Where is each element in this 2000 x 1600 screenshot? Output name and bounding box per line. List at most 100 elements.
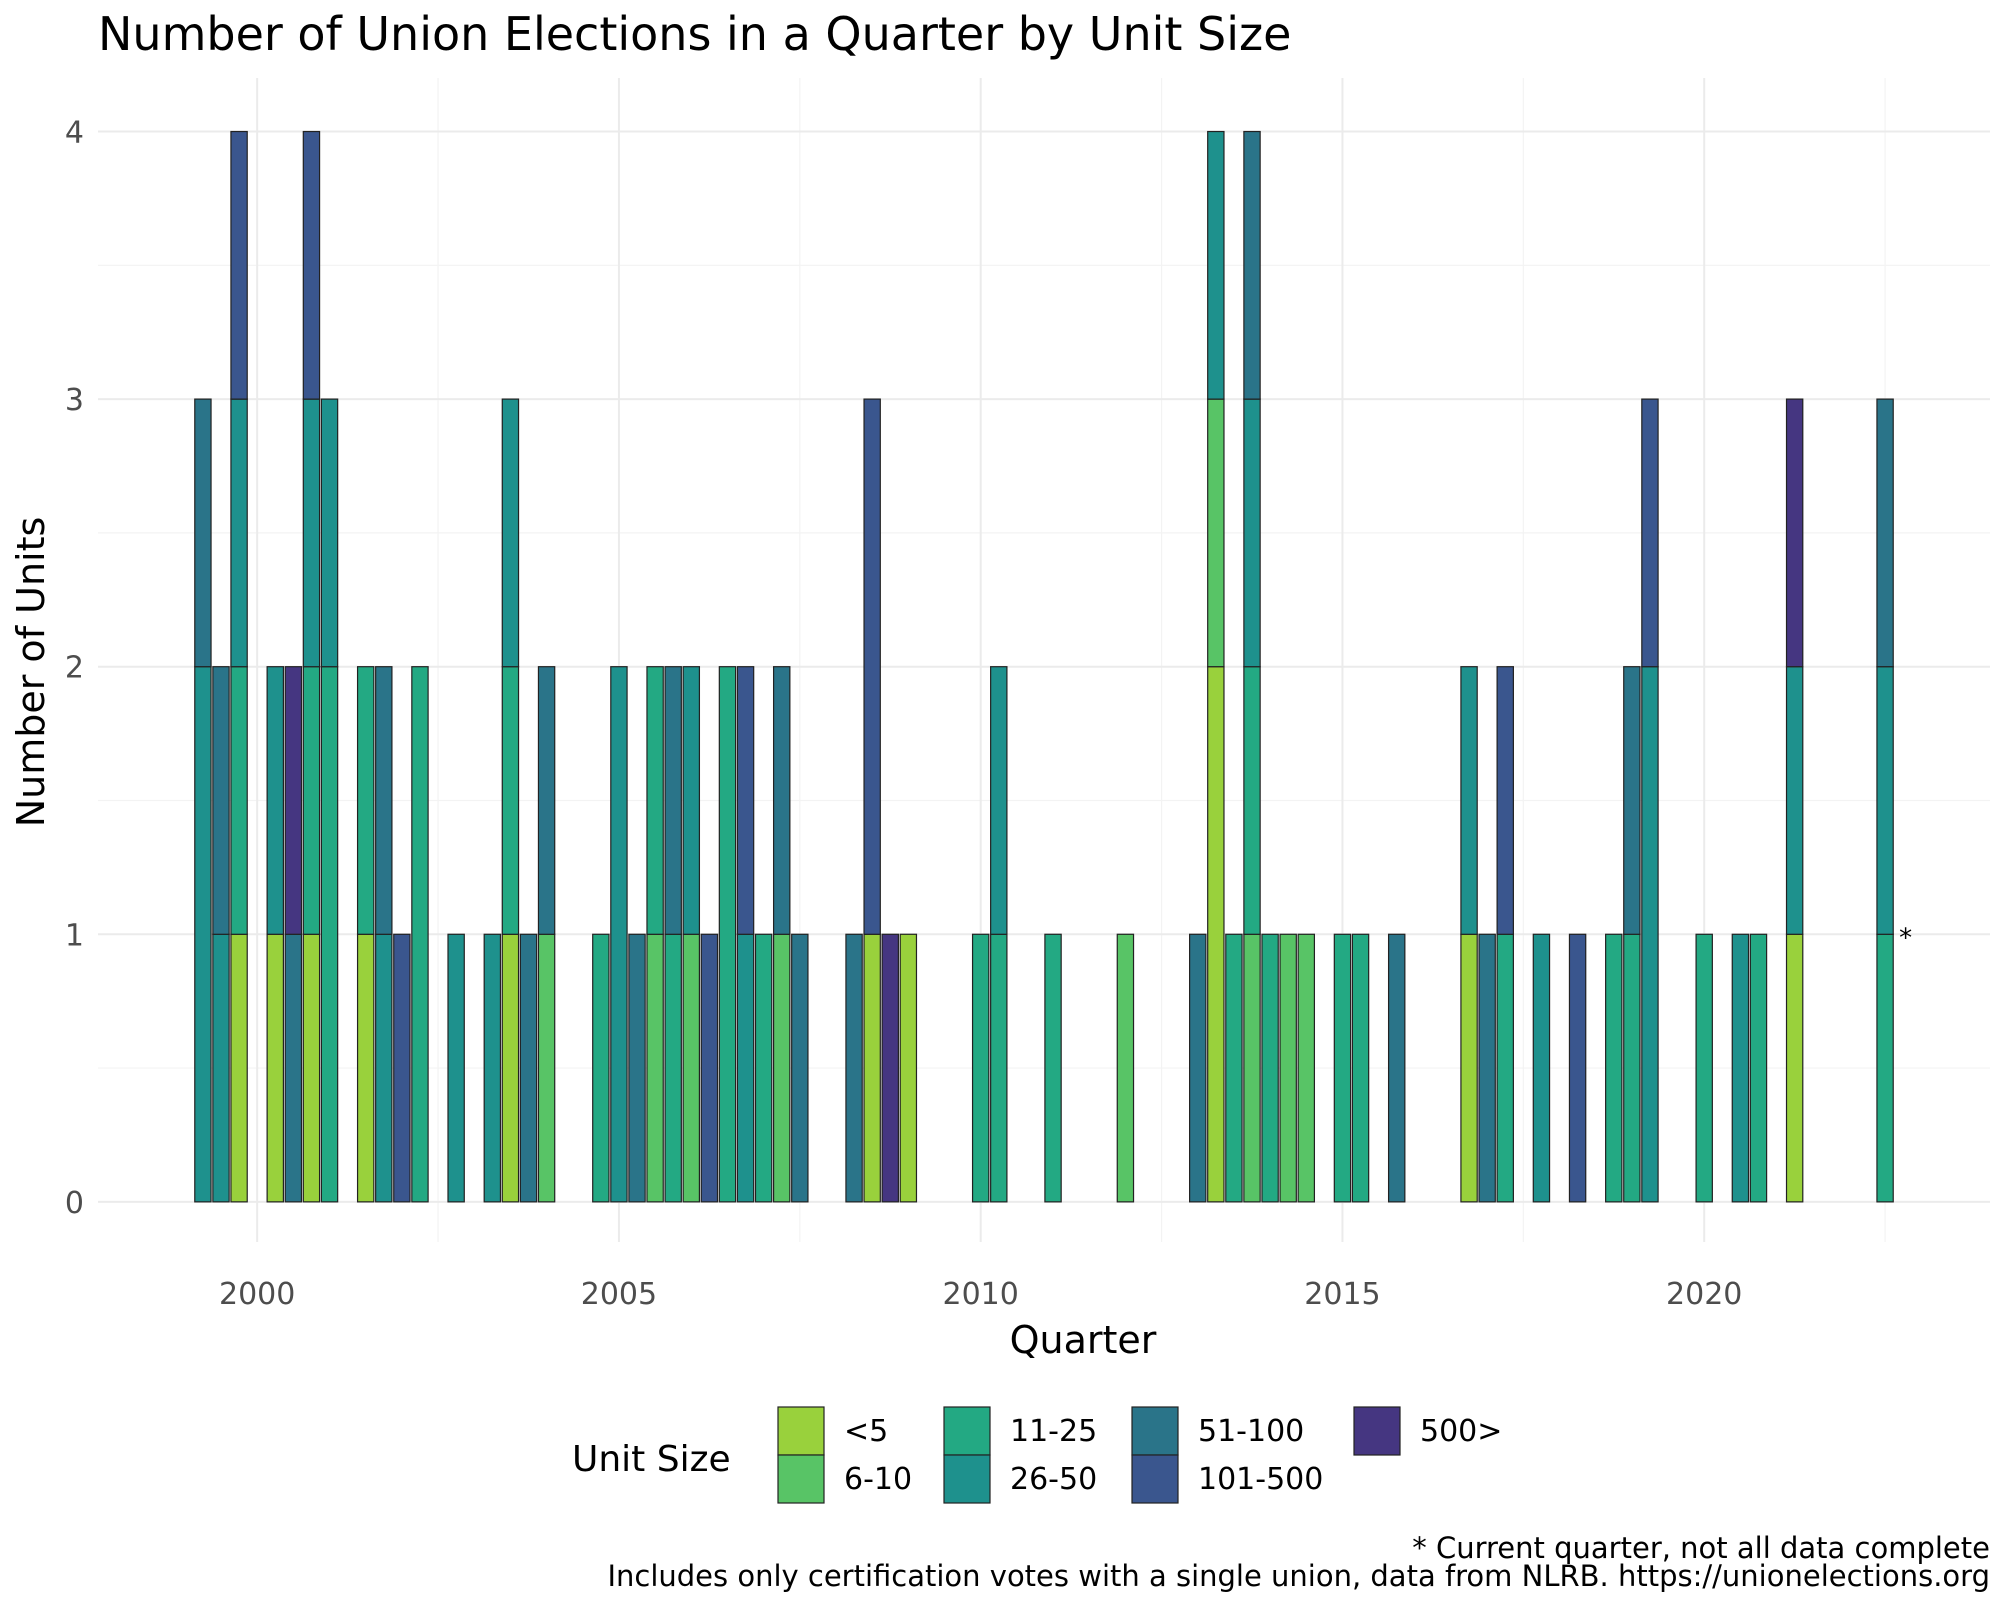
bar-segment-26-50	[375, 933, 393, 1203]
bar-segment-11-25	[1351, 933, 1370, 1203]
bar-stack	[194, 398, 212, 1203]
bar-segment-11-25	[718, 666, 737, 1203]
bar-stack	[1478, 933, 1496, 1203]
bar-segment-26-50	[610, 666, 628, 1203]
y-axis-title: Number of Units	[9, 517, 53, 828]
legend-keys: <5 6-10 11-25 26-50 51-100 101-500 500>	[777, 1406, 1502, 1504]
bar-stack	[375, 666, 393, 1203]
bar-segment-11-25	[990, 933, 1008, 1203]
y-axis-ticks: 0 1 2 3 4	[65, 116, 84, 1221]
bar-segment-11-25	[664, 933, 682, 1203]
x-tick-label: 2015	[1304, 1277, 1380, 1312]
bar-stack	[682, 666, 701, 1203]
bar-stack	[863, 398, 881, 1203]
bar-stack	[736, 666, 755, 1203]
bar-stack	[628, 933, 646, 1203]
bar-segment-6-10	[1207, 398, 1225, 668]
bar-segment-500>	[1785, 398, 1804, 668]
bar-stack	[1532, 933, 1551, 1203]
legend-swatch	[943, 1406, 991, 1456]
bar-segment-500>	[881, 933, 899, 1203]
legend-swatch	[1131, 1406, 1179, 1456]
y-tick-label: 3	[65, 383, 84, 418]
bar-stack	[1785, 398, 1804, 1203]
bar-segment-11-25	[302, 666, 321, 935]
bar-segment-26-50	[194, 666, 212, 1203]
bar-segment-51-100	[664, 666, 682, 935]
bar-segment-26-50	[1641, 666, 1659, 1203]
bar-segment-6-10	[646, 933, 664, 1203]
bar-segment-<5	[501, 933, 520, 1203]
bar-segment-11-25	[971, 933, 990, 1203]
bar-stack	[610, 666, 628, 1203]
bar-segment-500>	[284, 666, 303, 935]
x-axis-ticks: 2000 2005 2010 2015 2020	[219, 1277, 1742, 1312]
bars	[194, 130, 1894, 1203]
bar-stack	[664, 666, 682, 1203]
footnote-current-quarter: * Current quarter, not all data complete	[1412, 1531, 1990, 1565]
bar-segment-26-50	[1532, 933, 1551, 1203]
annotations: *	[1899, 923, 1912, 953]
bar-segment-6-10	[1243, 933, 1261, 1203]
legend-swatch	[1353, 1406, 1401, 1456]
legend-entry: 51-100	[1131, 1406, 1304, 1456]
legend-title: Unit Size	[572, 1439, 731, 1480]
bar-segment-51-100	[519, 933, 538, 1203]
bar-segment-11-25	[646, 666, 664, 935]
bar-stack	[1876, 398, 1894, 1203]
bar-stack	[1496, 666, 1514, 1203]
bar-segment-51-100	[1876, 398, 1894, 668]
bar-stack	[1116, 933, 1135, 1203]
bar-segment-26-50	[736, 933, 755, 1203]
x-tick-label: 2005	[581, 1277, 657, 1312]
bar-segment-51-100	[772, 666, 791, 935]
y-tick-label: 1	[65, 918, 84, 953]
bar-stack	[1333, 933, 1352, 1203]
bar-stack	[230, 130, 248, 1203]
legend-entry: 11-25	[943, 1406, 1097, 1456]
bar-stack	[320, 398, 339, 1203]
bar-segment-<5	[1785, 933, 1804, 1203]
bar-stack	[447, 933, 465, 1203]
bar-segment-51-100	[791, 933, 809, 1203]
bar-stack	[791, 933, 809, 1203]
bar-segment-51-100	[375, 666, 393, 935]
annotation-star: *	[1899, 923, 1912, 953]
bar-stack	[519, 933, 538, 1203]
bar-segment-11-25	[1605, 933, 1623, 1203]
y-tick-label: 4	[65, 116, 84, 151]
bar-segment-26-50	[320, 398, 339, 668]
bar-segment-51-100	[628, 933, 646, 1203]
bar-segment-6-10	[682, 933, 701, 1203]
bar-segment-<5	[230, 933, 248, 1203]
bar-segment-11-25	[1243, 666, 1261, 935]
chart-title: Number of Union Elections in a Quarter b…	[98, 7, 1291, 61]
bar-segment-<5	[899, 933, 918, 1203]
legend-swatch	[943, 1454, 991, 1504]
bar-stack	[1207, 130, 1225, 1203]
bar-stack	[990, 666, 1008, 1203]
bar-segment-<5	[1460, 933, 1478, 1203]
bar-segment-6-10	[1279, 933, 1297, 1203]
bar-stack	[1351, 933, 1370, 1203]
bar-segment-26-50	[1731, 933, 1750, 1203]
legend: Unit Size <5 6-10 11-25 26-50 51-100 101-500 5…	[572, 1406, 1502, 1504]
bar-segment-101-500	[700, 933, 719, 1203]
bar-stack	[1605, 933, 1623, 1203]
bar-stack	[754, 933, 773, 1203]
bar-stack	[266, 666, 285, 1203]
bar-stack	[1749, 933, 1768, 1203]
bar-segment-<5	[863, 933, 881, 1203]
legend-label: 101-500	[1198, 1462, 1323, 1497]
legend-swatch	[1131, 1454, 1179, 1504]
bar-stack	[1460, 666, 1478, 1203]
bar-stack	[501, 398, 520, 1203]
bar-stack	[1225, 933, 1243, 1203]
bar-segment-101-500	[302, 130, 321, 400]
bar-segment-101-500	[393, 933, 411, 1203]
bar-segment-51-100	[1623, 666, 1641, 935]
bar-stack	[537, 666, 556, 1203]
bar-segment-11-25	[1496, 933, 1514, 1203]
bar-segment-51-100	[194, 398, 212, 668]
bar-segment-<5	[266, 933, 285, 1203]
